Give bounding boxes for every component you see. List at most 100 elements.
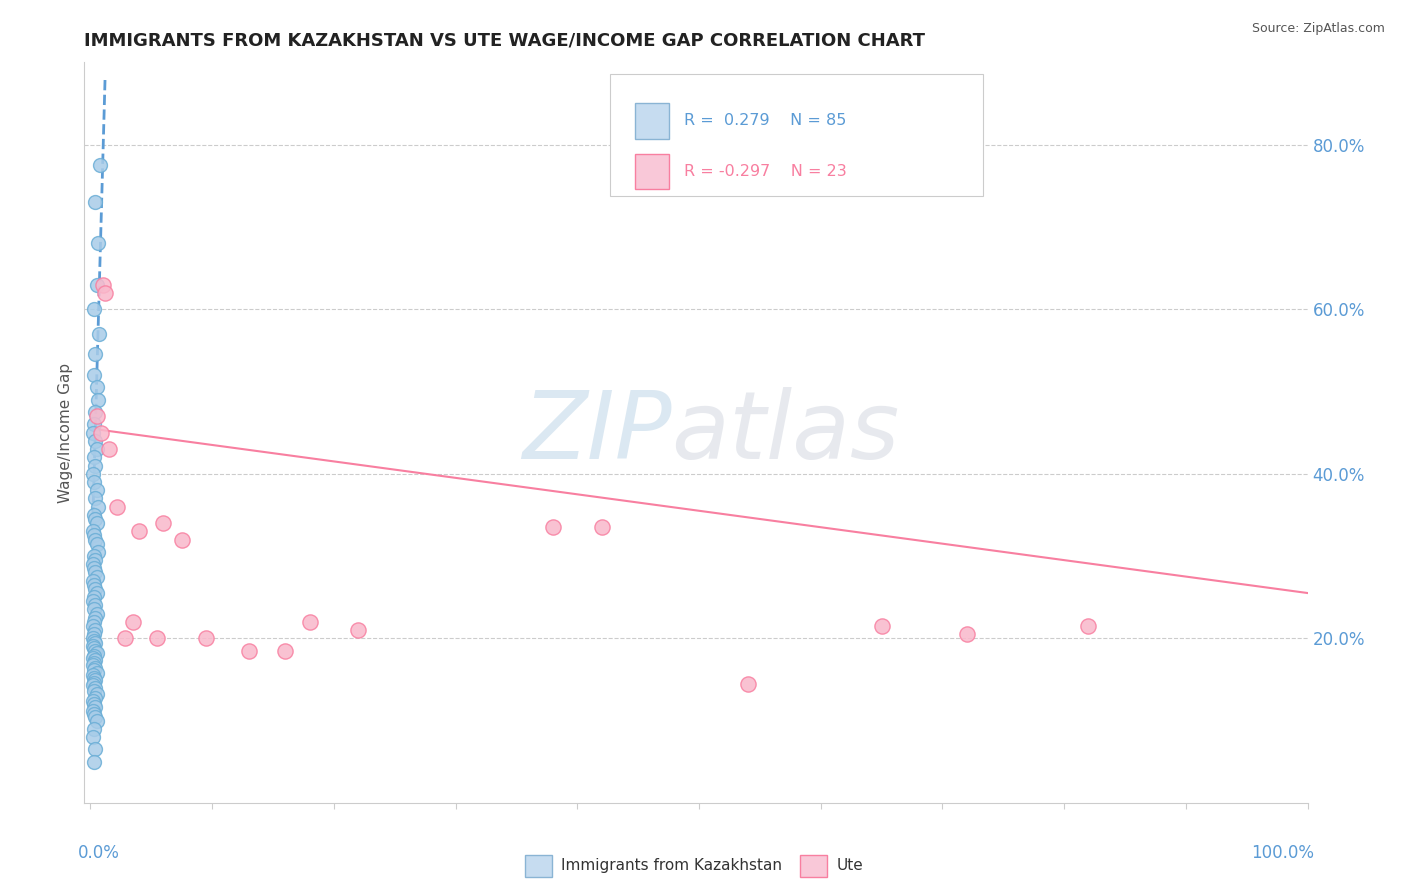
- Point: [84, 681, 107, 695]
- Point: [86, 277, 108, 292]
- Point: [83, 697, 105, 711]
- Point: [82, 704, 104, 718]
- Point: [84, 512, 107, 526]
- Point: [591, 520, 613, 534]
- Point: [82, 639, 104, 653]
- Y-axis label: Wage/Income Gap: Wage/Income Gap: [58, 362, 73, 503]
- Point: [84, 673, 107, 688]
- Point: [97, 442, 120, 456]
- Text: atlas: atlas: [672, 387, 900, 478]
- Point: [122, 615, 145, 629]
- Point: [86, 536, 108, 550]
- Point: [83, 675, 105, 690]
- Point: [82, 694, 104, 708]
- Point: [86, 714, 108, 728]
- Point: [87, 392, 110, 407]
- Point: [83, 528, 105, 542]
- Point: [83, 578, 105, 592]
- Point: [1077, 619, 1099, 633]
- Point: [82, 425, 104, 440]
- Point: [87, 236, 110, 251]
- Point: [86, 516, 108, 530]
- Point: [146, 632, 169, 646]
- Point: [86, 665, 108, 680]
- Text: 0.0%: 0.0%: [79, 844, 120, 862]
- Point: [83, 648, 105, 663]
- Point: [170, 533, 193, 547]
- Point: [84, 582, 107, 596]
- Point: [737, 676, 759, 690]
- Text: 100.0%: 100.0%: [1251, 844, 1313, 862]
- Point: [152, 516, 174, 530]
- Point: [84, 491, 107, 506]
- Point: [82, 467, 104, 481]
- Point: [82, 658, 104, 673]
- Point: [86, 380, 108, 394]
- Point: [83, 302, 105, 317]
- Text: R =  0.279    N = 85: R = 0.279 N = 85: [683, 113, 846, 128]
- Point: [84, 643, 107, 657]
- Point: [83, 684, 105, 698]
- Point: [83, 368, 105, 382]
- Point: [541, 520, 564, 534]
- Point: [89, 158, 111, 172]
- Point: [87, 500, 110, 514]
- Point: [82, 574, 104, 588]
- Text: Source: ZipAtlas.com: Source: ZipAtlas.com: [1251, 22, 1385, 36]
- Text: Immigrants from Kazakhstan: Immigrants from Kazakhstan: [561, 858, 782, 873]
- Point: [83, 417, 105, 432]
- Point: [82, 632, 104, 646]
- Point: [84, 690, 107, 705]
- Point: [83, 627, 105, 641]
- Point: [86, 646, 108, 660]
- Point: [83, 671, 105, 685]
- Point: [83, 722, 105, 736]
- Point: [84, 610, 107, 624]
- Point: [84, 710, 107, 724]
- Point: [86, 483, 108, 498]
- Point: [84, 661, 107, 675]
- Point: [82, 558, 104, 572]
- Point: [83, 561, 105, 575]
- Point: [83, 641, 105, 656]
- FancyBboxPatch shape: [636, 153, 669, 189]
- Point: [83, 615, 105, 629]
- Point: [870, 619, 893, 633]
- Point: [238, 643, 260, 657]
- Point: [82, 668, 104, 682]
- Text: Ute: Ute: [837, 858, 863, 873]
- Text: R = -0.297    N = 23: R = -0.297 N = 23: [683, 164, 846, 179]
- Point: [83, 656, 105, 670]
- Point: [84, 599, 107, 613]
- Point: [91, 277, 114, 292]
- Point: [83, 602, 105, 616]
- Point: [84, 533, 107, 547]
- Point: [84, 566, 107, 580]
- Point: [83, 706, 105, 721]
- Point: [84, 434, 107, 448]
- Point: [87, 545, 110, 559]
- Point: [83, 549, 105, 563]
- Point: [86, 586, 108, 600]
- FancyBboxPatch shape: [524, 855, 551, 877]
- Point: [84, 405, 107, 419]
- Point: [274, 643, 297, 657]
- Point: [86, 409, 108, 424]
- Point: [84, 700, 107, 714]
- Text: ZIP: ZIP: [522, 387, 672, 478]
- Point: [84, 458, 107, 473]
- Point: [298, 615, 321, 629]
- Point: [347, 623, 370, 637]
- Point: [82, 524, 104, 539]
- Point: [83, 475, 105, 489]
- Point: [82, 678, 104, 692]
- Point: [956, 627, 979, 641]
- FancyBboxPatch shape: [636, 103, 669, 138]
- Point: [82, 651, 104, 665]
- Point: [84, 623, 107, 637]
- Point: [84, 347, 107, 361]
- Point: [84, 553, 107, 567]
- Point: [114, 632, 136, 646]
- Point: [84, 742, 107, 756]
- Point: [105, 500, 128, 514]
